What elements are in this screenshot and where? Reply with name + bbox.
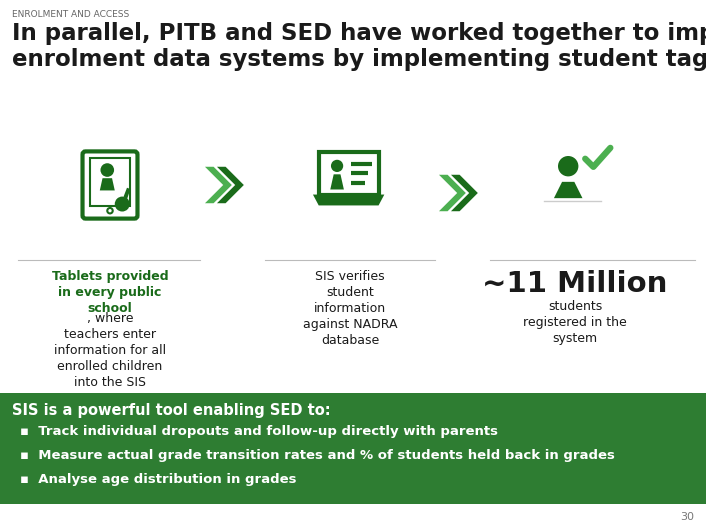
Polygon shape — [330, 175, 344, 189]
Circle shape — [558, 156, 578, 176]
Text: ENROLMENT AND ACCESS: ENROLMENT AND ACCESS — [12, 10, 129, 19]
Polygon shape — [439, 175, 466, 211]
Text: ▪  Analyse age distribution in grades: ▪ Analyse age distribution in grades — [20, 473, 297, 486]
Polygon shape — [451, 175, 478, 211]
Text: 30: 30 — [680, 512, 694, 522]
Polygon shape — [554, 182, 582, 198]
Polygon shape — [217, 167, 244, 203]
Circle shape — [331, 160, 343, 172]
Circle shape — [100, 163, 114, 177]
Bar — [0, 393, 706, 504]
Text: Tablets provided
in every public
school: Tablets provided in every public school — [52, 270, 168, 315]
Text: ▪  Measure actual grade transition rates and % of students held back in grades: ▪ Measure actual grade transition rates … — [20, 449, 615, 462]
Polygon shape — [205, 167, 232, 203]
Text: students
registered in the
system: students registered in the system — [523, 300, 627, 345]
Text: , where
teachers enter
information for all
enrolled children
into the SIS: , where teachers enter information for a… — [54, 312, 166, 389]
Bar — [90, 158, 130, 206]
Polygon shape — [124, 188, 131, 199]
Text: ▪  Track individual dropouts and follow-up directly with parents: ▪ Track individual dropouts and follow-u… — [20, 425, 498, 438]
Text: SIS verifies
student
information
against NADRA
database: SIS verifies student information against… — [303, 270, 397, 347]
Text: SIS is a powerful tool enabling SED to:: SIS is a powerful tool enabling SED to: — [12, 403, 330, 418]
Text: In parallel, PITB and SED have worked together to improve
enrolment data systems: In parallel, PITB and SED have worked to… — [12, 22, 706, 71]
Bar — [318, 152, 378, 195]
Polygon shape — [313, 195, 384, 205]
Text: ~11 Million: ~11 Million — [482, 270, 668, 298]
Circle shape — [115, 197, 130, 212]
Polygon shape — [100, 178, 115, 190]
